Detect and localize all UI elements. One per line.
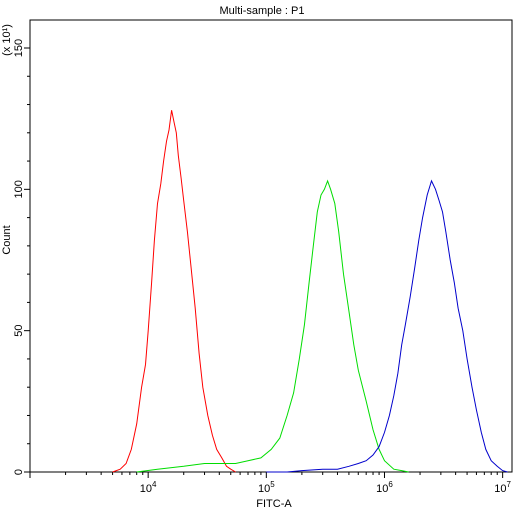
histogram-line-1 bbox=[112, 110, 236, 473]
x-axis-title: FITC-A bbox=[256, 498, 292, 510]
x-tick-label: 104 bbox=[140, 480, 157, 495]
y-axis-title: Count bbox=[1, 225, 13, 254]
x-tick-label: 106 bbox=[376, 480, 393, 495]
y-axis-ticks: 0 50 100 150 bbox=[13, 39, 30, 475]
plot-frame bbox=[29, 19, 513, 473]
y-tick-label: 150 bbox=[13, 39, 25, 57]
x-tick-label: 107 bbox=[494, 480, 511, 495]
histogram-line-3 bbox=[266, 179, 508, 473]
y-tick-label: 0 bbox=[13, 469, 25, 475]
y-multiplier-group: (x 10¹) bbox=[1, 24, 13, 56]
y-axis-multiplier: (x 10¹) bbox=[1, 24, 13, 56]
y-axis-title-group: Count bbox=[1, 225, 13, 254]
y-tick-label: 50 bbox=[13, 325, 25, 337]
chart-title: Multi-sample : P1 bbox=[220, 5, 305, 17]
histogram-line-2 bbox=[136, 179, 409, 473]
y-tick-label: 100 bbox=[13, 180, 25, 198]
x-tick-label: 105 bbox=[258, 480, 275, 495]
histogram-series bbox=[112, 110, 508, 473]
x-axis-ticks: 104 105 106 107 bbox=[29, 472, 512, 495]
